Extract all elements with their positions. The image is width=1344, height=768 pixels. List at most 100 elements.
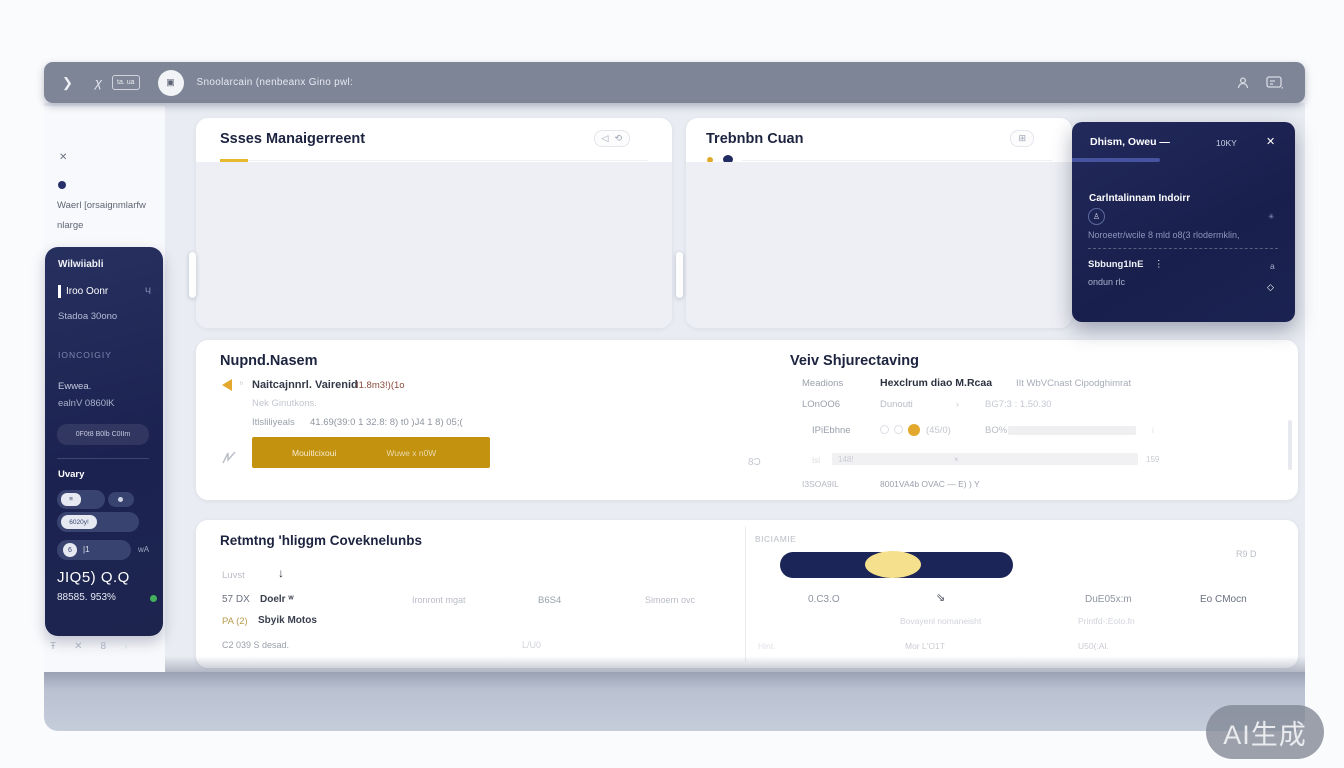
row-b-cell-5: Simoern ovc	[645, 595, 696, 605]
card1-body	[196, 162, 672, 328]
panel-row1-value: a	[1270, 261, 1275, 271]
sidebar-item-2[interactable]: Stadoa 30ono	[58, 311, 118, 322]
orders-action-2[interactable]: Wuwe x n0W	[386, 447, 437, 458]
card1-header-buttons: ◁ ⟲	[593, 130, 630, 147]
panel-scrollbar[interactable]	[1288, 420, 1292, 470]
scroll-handle-mid[interactable]	[676, 252, 683, 298]
orders-meta-value: 41.69(39:0 1 32.8: 8) t0 )J4 1 8) 05;(	[310, 417, 463, 428]
card2-body	[686, 162, 1072, 328]
sidebar-nav-panel: Wilwiiabli Iroo Oonr Ч Stadoa 30ono IONC…	[45, 247, 163, 636]
range-slider[interactable]	[780, 551, 1013, 578]
orders-corner-text: 8Ɔ	[748, 457, 761, 468]
card-trend: Trebnbn Cuan ⊞	[686, 118, 1072, 328]
bottom-left-title: Retmtng 'hliggm Coveknelunbs	[220, 533, 422, 548]
shipping-r1-value: Hexclrum diao M.Rcaa	[880, 377, 993, 389]
footer-icon-2[interactable]: ✕	[74, 641, 83, 652]
sidebar-panel-button[interactable]: 0F0t8 B0lb C0IIm	[57, 424, 149, 445]
status-dot-green	[150, 595, 157, 602]
panel-sparkle-icon[interactable]: ✳	[1268, 212, 1275, 221]
shipping-r2-value: Dunouti	[880, 399, 913, 410]
orders-action-1[interactable]: Mouitlcixoui	[292, 447, 337, 458]
toggle-pill-2-chip: 6020y!	[61, 515, 97, 529]
shipping-r3-pct: BO%.	[985, 425, 1010, 436]
card-icon[interactable]	[1266, 76, 1283, 89]
detail-flyout-panel: Dhism, Oweu — 10KY ✕ Carlntalinnam Indoi…	[1072, 122, 1295, 322]
middle-panel: Nupnd.Nasem ʰ Naitcajnnrl. Vairenid I1.8…	[196, 340, 1298, 500]
info-icon: i	[1152, 425, 1154, 435]
shipping-title: Veiv Shjurectaving	[790, 353, 919, 369]
sidebar-item-active[interactable]: Iroo Oonr	[66, 286, 109, 297]
topbar-title: Snoolarcain (nenbeanx Gino pwl:	[196, 77, 354, 88]
panel-avatar-icon: ♙	[1088, 208, 1105, 225]
card1-accent-underline	[220, 159, 248, 162]
orders-action-bar[interactable]: Mouitlcixoui Wuwe x n0W	[252, 437, 490, 468]
radio-1[interactable]	[880, 425, 889, 434]
back-icon[interactable]: ◁	[601, 133, 609, 143]
radio-2[interactable]	[894, 425, 903, 434]
logo-badge: ta. ua	[112, 75, 140, 90]
toggle-dot	[118, 497, 123, 502]
shipping-r5-value: 8001VA4b OVAC — E) ) Y	[880, 479, 980, 489]
shipping-r4-right: 159	[1146, 455, 1160, 464]
app-logo-icon[interactable]: χ	[94, 75, 103, 90]
panel-close-icon[interactable]: ✕	[1266, 136, 1276, 148]
panel-row2-label[interactable]: ondun rlc	[1088, 277, 1126, 287]
sidebar-text-line1[interactable]: Waerl [orsaignmlarfw	[57, 200, 146, 211]
widget-icon[interactable]: ⊞	[1018, 133, 1026, 143]
sidebar-item-3[interactable]: Ewwea.	[58, 381, 92, 392]
card2-title: Trebnbn Cuan	[706, 131, 804, 147]
radio-3-selected[interactable]	[908, 424, 920, 436]
active-item-badge: Ч	[145, 286, 151, 296]
row-b-cell-3: Ironront mgat	[412, 595, 466, 605]
toggle-pill-3-text: |1	[83, 545, 90, 554]
sidebar-panel-heading: Wilwiiabli	[58, 259, 104, 270]
sidebar-sub-value: 88585. 953%	[57, 592, 116, 603]
toggle-pill-2[interactable]: 6020y!	[57, 512, 139, 532]
redo-icon[interactable]: ⟲	[614, 133, 622, 143]
sidebar-section-2-label: IONCOIGIY	[58, 350, 112, 360]
panel-section-title: Carlntalinnam Indoirr	[1089, 193, 1191, 204]
toggle-pill-1[interactable]: ≡	[57, 490, 105, 509]
kebab-icon[interactable]: ⋮	[1154, 259, 1164, 270]
sort-icon[interactable]: ↓	[278, 566, 284, 580]
active-item-marker	[58, 285, 61, 298]
ai-watermark: AI生成	[1206, 705, 1324, 759]
footer-icon-3[interactable]: 8	[100, 641, 107, 652]
br-cell-2: DuE05x:m	[1085, 594, 1132, 605]
panel-accent-bar	[1072, 158, 1160, 162]
sidebar-text-line2[interactable]: nlarge	[57, 220, 84, 231]
toggle-pill-1-chip: ≡	[61, 493, 81, 506]
toggle-pill-3-tag: wA	[138, 545, 150, 554]
expand-chevron-icon[interactable]: ❯	[62, 74, 73, 90]
sidebar-divider	[57, 458, 149, 459]
scroll-handle-left[interactable]	[189, 252, 196, 298]
avatar[interactable]: ▣	[157, 69, 184, 96]
table-col-label: Luvst	[222, 570, 245, 581]
row-c-cell-2[interactable]: Sbyik Motos	[258, 615, 317, 626]
sidebar-close-icon[interactable]: ✕	[59, 152, 68, 163]
shipping-r4-label: Isl	[812, 456, 820, 465]
toggle-pill-1b[interactable]	[108, 492, 134, 507]
footer-icon-1[interactable]: Ŧ	[50, 641, 57, 652]
scribble-icon[interactable]	[221, 450, 237, 466]
shipping-r2-extra: BG7:3 : 1.50.30	[985, 399, 1052, 410]
diamond-icon[interactable]: ◇	[1267, 282, 1274, 292]
orders-meta-label: Itlsliliyeals	[252, 417, 295, 428]
row-b-cell-2[interactable]: Doelr ʷ	[260, 594, 294, 605]
footer-strip	[44, 672, 1305, 731]
orders-name: Naitcajnnrl. Vairenid	[252, 379, 358, 391]
caret-icon[interactable]: ›	[956, 399, 959, 409]
footer-icon-4[interactable]: ›	[124, 641, 128, 652]
sidebar-item-4[interactable]: ealnV 0860lK	[58, 398, 115, 409]
toggle-pill-3[interactable]: 6 |1	[57, 540, 131, 560]
bottom-right-corner: R9 D	[1236, 549, 1257, 559]
panel-row1-label[interactable]: Sbbung1lnE	[1088, 259, 1144, 270]
row-c-cell-1: PA (2)	[222, 616, 248, 627]
bottom-panel-divider	[745, 526, 746, 662]
user-icon[interactable]	[1236, 76, 1250, 90]
card1-title: Ssses Manaigerreent	[220, 131, 366, 147]
orders-name-tag: I1.8m3!)(1o	[356, 380, 405, 391]
slider-thumb[interactable]	[865, 551, 921, 578]
panel-description: Noroeetr/wcile 8 mld o8(3 rlodermklin,	[1088, 230, 1240, 240]
br-cell-1: 0.C3.O	[808, 594, 840, 605]
